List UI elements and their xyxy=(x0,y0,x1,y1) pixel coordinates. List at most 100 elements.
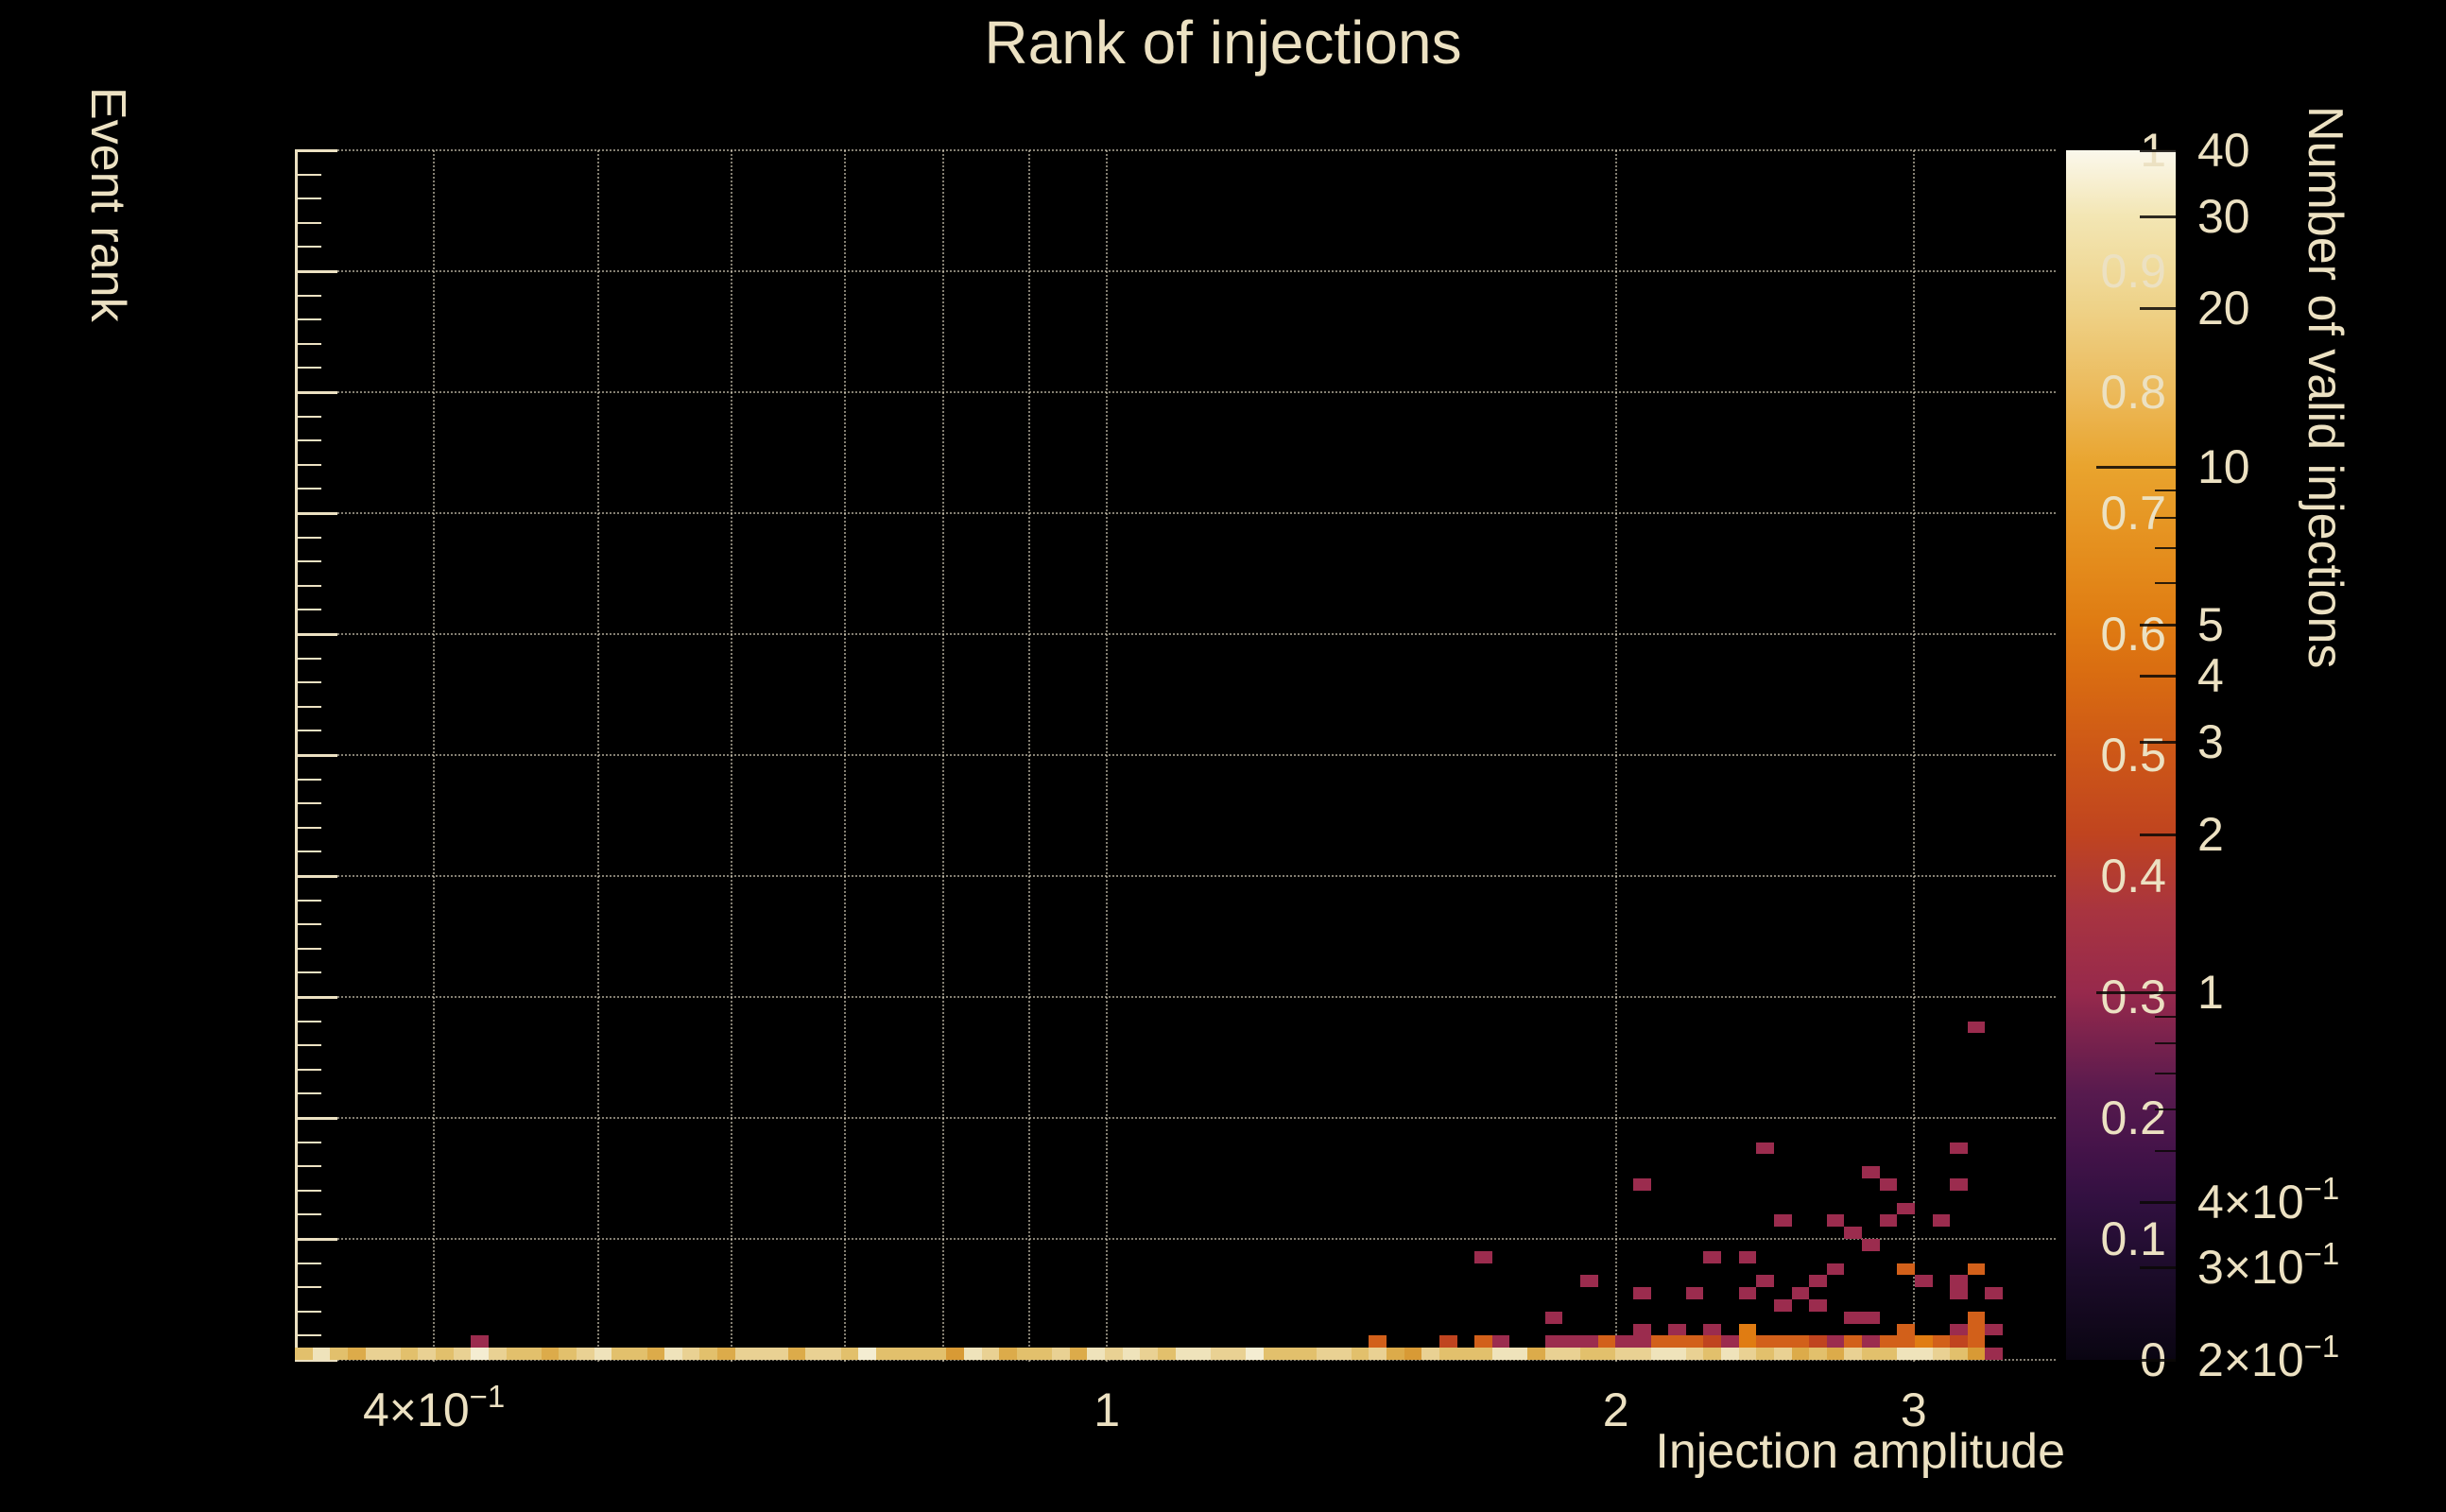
y-minor-tick xyxy=(295,1165,321,1168)
heatmap-cell xyxy=(1457,1348,1474,1360)
heatmap-cell xyxy=(1950,1348,1968,1360)
v-gridline xyxy=(433,150,436,1362)
heatmap-cell xyxy=(1862,1239,1880,1251)
colorbar-tick-label: 5 xyxy=(2197,598,2224,652)
heatmap-cell xyxy=(1933,1214,1950,1227)
v-gridline xyxy=(1912,150,1915,1362)
heatmap-cell xyxy=(1686,1287,1703,1299)
heatmap-cell xyxy=(1774,1214,1792,1227)
y-minor-tick xyxy=(295,246,321,249)
y-minor-tick xyxy=(295,1044,321,1047)
heatmap-cell xyxy=(1950,1287,1968,1299)
y-tick-label: 0.8 xyxy=(2100,366,2166,419)
heatmap-cell xyxy=(330,1348,348,1360)
heatmap-cell xyxy=(1880,1214,1897,1227)
heatmap-cell xyxy=(1052,1348,1070,1360)
heatmap-cell xyxy=(1827,1335,1844,1348)
heatmap-cell xyxy=(1827,1348,1844,1360)
colorbar-title: Number of valid injections xyxy=(2298,106,2352,669)
heatmap-cell xyxy=(1897,1335,1915,1348)
heatmap-cell xyxy=(1880,1178,1897,1191)
heatmap-cell xyxy=(788,1348,805,1360)
heatmap-cell xyxy=(1651,1335,1668,1348)
y-minor-tick xyxy=(295,802,321,805)
exponent: −1 xyxy=(2303,1329,2340,1364)
heatmap-cell xyxy=(1527,1348,1545,1360)
heatmap-cell xyxy=(1792,1348,1809,1360)
y-minor-tick xyxy=(295,1262,321,1264)
heatmap-cell xyxy=(1615,1348,1633,1360)
heatmap-cell xyxy=(929,1348,946,1360)
y-minor-tick xyxy=(295,971,321,974)
y-minor-tick xyxy=(295,318,321,321)
y-minor-tick xyxy=(295,730,321,732)
y-major-tick xyxy=(295,391,337,394)
heatmap-cell xyxy=(1897,1203,1915,1214)
heatmap-cell xyxy=(1246,1348,1264,1360)
heatmap-cell xyxy=(418,1348,436,1360)
colorbar-minor-tick xyxy=(2155,1042,2176,1045)
heatmap-cell xyxy=(507,1348,524,1360)
heatmap-cell xyxy=(1792,1335,1809,1348)
heatmap-cell xyxy=(1968,1312,1985,1324)
heatmap-cell xyxy=(1844,1312,1862,1324)
heatmap-cell xyxy=(1968,1348,1985,1360)
heatmap-cell xyxy=(770,1348,788,1360)
heatmap-cell xyxy=(313,1348,330,1360)
heatmap-cell xyxy=(1897,1348,1915,1360)
heatmap-cell xyxy=(1968,1324,1985,1335)
heatmap-cell xyxy=(1598,1348,1615,1360)
colorbar-minor-tick xyxy=(2155,1073,2176,1075)
heatmap-cell xyxy=(876,1348,893,1360)
heatmap-cell xyxy=(1387,1348,1404,1360)
heatmap-cell xyxy=(982,1348,999,1360)
h-gridline xyxy=(295,1238,2056,1240)
heatmap-cell xyxy=(1105,1348,1123,1360)
heatmap-cell xyxy=(1369,1335,1387,1348)
heatmap-cell xyxy=(1509,1348,1527,1360)
y-minor-tick xyxy=(295,198,321,200)
y-minor-tick xyxy=(295,1213,321,1216)
heatmap-cell xyxy=(805,1348,823,1360)
y-major-tick xyxy=(295,1117,337,1120)
h-gridline xyxy=(295,996,2056,998)
heatmap-cell xyxy=(1809,1299,1827,1312)
v-gridline xyxy=(731,150,733,1362)
heatmap-cell xyxy=(1439,1348,1457,1360)
y-minor-tick xyxy=(295,1092,321,1095)
colorbar-tick-label: 10 xyxy=(2197,439,2250,493)
y-minor-tick xyxy=(295,850,321,853)
heatmap-cell xyxy=(1334,1348,1352,1360)
v-gridline xyxy=(1614,150,1617,1362)
y-minor-tick xyxy=(295,294,321,297)
colorbar-tick xyxy=(2140,149,2176,152)
colorbar-tick-label: 4 xyxy=(2197,649,2224,703)
heatmap-cell xyxy=(471,1348,489,1360)
heatmap-cell xyxy=(1228,1348,1246,1360)
heatmap-cell xyxy=(1140,1348,1158,1360)
heatmap-cell xyxy=(1756,1348,1774,1360)
y-minor-tick xyxy=(295,1141,321,1143)
heatmap-cell xyxy=(1897,1324,1915,1335)
heatmap-cell xyxy=(1633,1287,1651,1299)
y-major-tick xyxy=(295,875,337,878)
heatmap-cell xyxy=(471,1335,489,1348)
heatmap-cell xyxy=(1317,1348,1334,1360)
heatmap-cell xyxy=(1264,1348,1281,1360)
colorbar-tick xyxy=(2140,675,2176,679)
y-minor-tick xyxy=(295,1068,321,1071)
y-tick-label: 0.6 xyxy=(2100,608,2166,661)
heatmap-cell xyxy=(1774,1299,1792,1312)
colorbar-tick-label: 3 xyxy=(2197,714,2224,768)
heatmap-cell xyxy=(1862,1312,1880,1324)
colorbar-tick-label: 40 xyxy=(2197,124,2250,177)
h-gridline xyxy=(295,1117,2056,1119)
colorbar-tick xyxy=(2140,1359,2176,1362)
heatmap-cell xyxy=(1580,1335,1598,1348)
heatmap-cell xyxy=(348,1348,366,1360)
heatmap-cell xyxy=(1774,1335,1792,1348)
y-minor-tick xyxy=(295,1189,321,1192)
y-minor-tick xyxy=(295,560,321,563)
heatmap-cell xyxy=(699,1348,717,1360)
heatmap-cell xyxy=(1686,1348,1703,1360)
